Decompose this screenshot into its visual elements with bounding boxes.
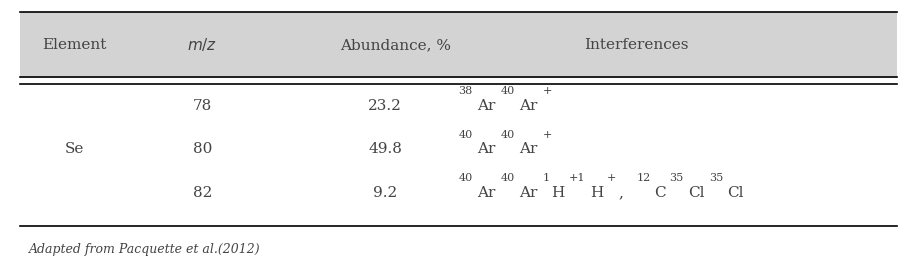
Text: 38: 38: [458, 86, 473, 96]
Text: Se: Se: [65, 142, 84, 156]
Text: Ar: Ar: [477, 186, 495, 200]
Text: Cl: Cl: [688, 186, 704, 200]
Text: Interferences: Interferences: [584, 38, 689, 52]
Text: +: +: [543, 86, 552, 96]
Text: 23.2: 23.2: [369, 99, 403, 113]
Text: 40: 40: [501, 174, 514, 183]
Text: 82: 82: [193, 186, 212, 200]
Text: 40: 40: [501, 86, 514, 96]
Text: 9.2: 9.2: [373, 186, 397, 200]
Text: 49.8: 49.8: [369, 142, 403, 156]
Text: Element: Element: [42, 38, 106, 52]
Text: Ar: Ar: [519, 186, 537, 200]
Text: Ar: Ar: [477, 142, 495, 156]
Text: Abundance, %: Abundance, %: [339, 38, 450, 52]
Text: H: H: [552, 186, 565, 200]
Text: 78: 78: [193, 99, 212, 113]
Text: ,: ,: [619, 186, 624, 200]
Text: H: H: [590, 186, 603, 200]
Text: 12: 12: [636, 174, 650, 183]
Text: Ar: Ar: [519, 142, 537, 156]
Text: Adapted from Pacquette et al.(2012): Adapted from Pacquette et al.(2012): [28, 243, 260, 256]
Text: 35: 35: [669, 174, 684, 183]
Text: 1: 1: [543, 174, 549, 183]
Text: 80: 80: [193, 142, 212, 156]
Text: Ar: Ar: [519, 99, 537, 113]
Text: +: +: [543, 130, 552, 140]
Text: 40: 40: [458, 130, 473, 140]
Text: 40: 40: [458, 174, 473, 183]
Text: 35: 35: [709, 174, 724, 183]
Text: $\mathit{m/z}$: $\mathit{m/z}$: [187, 37, 217, 53]
Text: Ar: Ar: [477, 99, 495, 113]
Text: C: C: [655, 186, 666, 200]
Text: +: +: [607, 174, 616, 183]
FancyBboxPatch shape: [19, 12, 898, 78]
Text: 40: 40: [501, 130, 514, 140]
Text: Cl: Cl: [727, 186, 744, 200]
Text: +1: +1: [569, 174, 585, 183]
